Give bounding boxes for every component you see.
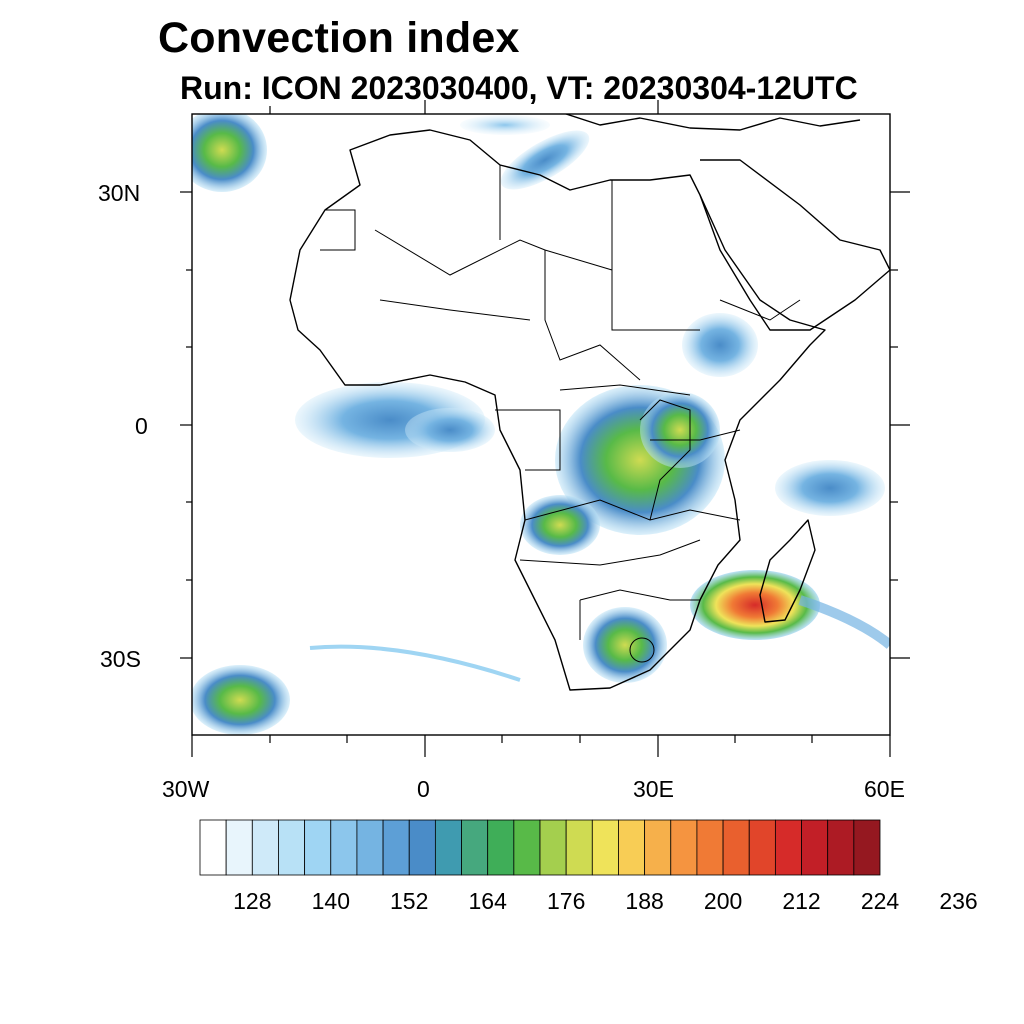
lon-tick-label-30e: 30E bbox=[633, 776, 674, 802]
lat-tick-label-30s: 30S bbox=[100, 646, 141, 672]
colorbar-swatch bbox=[408, 819, 436, 876]
arabia-coastline bbox=[699, 159, 890, 331]
colorbar-swatch bbox=[199, 819, 227, 876]
colorbar-swatch bbox=[225, 819, 253, 876]
chart-subtitle: Run: ICON 2023030400, VT: 20230304-12UTC bbox=[180, 70, 858, 106]
field-east-arc bbox=[798, 595, 890, 649]
country-borders bbox=[320, 165, 801, 663]
field-ethiopia bbox=[682, 313, 758, 377]
madagascar-coastline bbox=[759, 519, 816, 623]
colorbar-swatch bbox=[356, 819, 384, 876]
axis-ticks bbox=[180, 100, 910, 757]
colorbar-swatch bbox=[382, 819, 410, 876]
field-south-africa bbox=[583, 607, 667, 683]
colorbar-swatch bbox=[513, 819, 541, 876]
colorbar-swatch bbox=[722, 819, 750, 876]
colorbar-swatch bbox=[278, 819, 306, 876]
colorbar-swatch bbox=[748, 819, 776, 876]
colorbar-swatch bbox=[461, 819, 489, 876]
field-lakes bbox=[640, 392, 720, 468]
field-angola bbox=[520, 495, 600, 555]
colorbar-label: 176 bbox=[547, 888, 586, 914]
colorbar-label: 212 bbox=[782, 888, 821, 914]
colorbar-label: 224 bbox=[860, 888, 900, 914]
colorbar-swatch bbox=[696, 819, 724, 876]
lat-tick-label-30n: 30N bbox=[98, 180, 141, 206]
colorbar-label: 152 bbox=[390, 888, 429, 914]
colorbar-swatch bbox=[565, 819, 593, 876]
colorbar-swatch bbox=[251, 819, 279, 876]
field-south-arc bbox=[309, 644, 521, 682]
lon-tick-label-60e: 60E bbox=[864, 776, 905, 802]
chart-title: Convection index bbox=[158, 14, 520, 62]
field-sw-corner bbox=[192, 665, 290, 735]
convection-field bbox=[192, 114, 890, 735]
colorbar-label: 236 bbox=[939, 888, 978, 914]
colorbar-swatch bbox=[827, 819, 855, 876]
field-nw-corner bbox=[192, 114, 267, 192]
colorbar-swatch bbox=[853, 819, 881, 876]
colorbar-swatch bbox=[644, 819, 672, 876]
colorbar-swatch bbox=[618, 819, 646, 876]
lon-tick-label-30w: 30W bbox=[162, 776, 210, 802]
colorbar-swatch bbox=[304, 819, 332, 876]
colorbar-label: 128 bbox=[233, 888, 272, 914]
lat-tick-label-0: 0 bbox=[135, 413, 148, 439]
lon-tick-label-0: 0 bbox=[417, 776, 430, 802]
field-sahara-band bbox=[500, 130, 590, 190]
colorbar bbox=[199, 819, 881, 876]
field-indian-ocean bbox=[775, 460, 885, 516]
colorbar-swatch bbox=[801, 819, 829, 876]
colorbar-swatch bbox=[591, 819, 619, 876]
field-north-band bbox=[460, 115, 550, 135]
field-gulf-guinea-2 bbox=[405, 408, 495, 452]
colorbar-swatch bbox=[539, 819, 567, 876]
colorbar-label: 164 bbox=[468, 888, 507, 914]
colorbar-label: 188 bbox=[625, 888, 664, 914]
colorbar-label: 140 bbox=[311, 888, 350, 914]
colorbar-swatch bbox=[434, 819, 462, 876]
colorbar-label: 200 bbox=[703, 888, 743, 914]
mediterranean-coast bbox=[563, 114, 861, 131]
field-madagascar-storm bbox=[690, 570, 820, 640]
colorbar-swatch bbox=[487, 819, 515, 876]
colorbar-swatch bbox=[774, 819, 802, 876]
colorbar-swatch bbox=[330, 819, 358, 876]
colorbar-swatch bbox=[670, 819, 698, 876]
